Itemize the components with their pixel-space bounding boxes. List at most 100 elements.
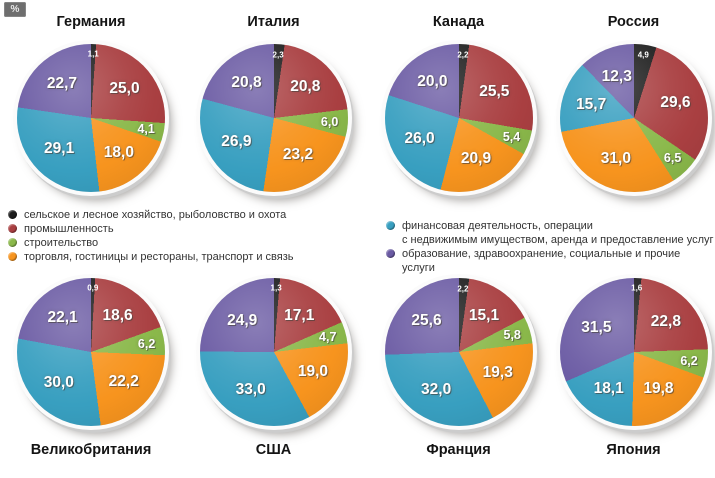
legend-bullet-icon xyxy=(8,224,17,233)
chart-title: Япония xyxy=(606,442,661,458)
slice-value-label: 26,9 xyxy=(221,133,252,151)
pie-wrap: 2,3 20,8 6,0 23,2 26,9 20,8 xyxy=(199,44,348,192)
pie-wrap: 1,3 17,1 4,7 19,0 33,0 24,9 xyxy=(199,278,348,426)
slice-value-label: 29,1 xyxy=(44,139,75,157)
slice-value-label: 15,7 xyxy=(576,95,607,113)
legend-bullet-icon xyxy=(8,238,17,247)
legend-bullet-icon xyxy=(386,249,395,258)
legend-right-column: финансовая деятельность, операции с недв… xyxy=(386,219,715,275)
pie-chart: Италия 2,3 20,8 6,0 23,2 26,9 20,8 xyxy=(182,10,365,192)
slice-value-label: 1,1 xyxy=(87,49,99,59)
slice-value-label: 31,5 xyxy=(581,318,612,336)
slice-value-label: 5,8 xyxy=(503,328,521,343)
slice-value-label: 33,0 xyxy=(235,381,266,399)
pie-graphic: 2,2 15,1 5,8 19,3 32,0 25,6 xyxy=(384,278,533,426)
chart-title: Россия xyxy=(607,14,660,30)
slice-value-label: 20,0 xyxy=(417,73,448,91)
pie-graphic: 4,9 29,6 6,5 31,0 15,7 12,3 xyxy=(559,44,708,192)
slice-value-label: 25,6 xyxy=(411,312,442,330)
slice-value-label: 18,6 xyxy=(102,307,133,325)
slice-value-label: 1,6 xyxy=(631,283,643,293)
slice-value-label: 0,9 xyxy=(87,283,99,293)
pie-graphic: 0,9 18,6 6,2 22,2 30,0 22,1 xyxy=(17,278,165,426)
slice-value-label: 19,0 xyxy=(297,363,329,381)
pie-wrap: 1,6 22,8 6,2 19,8 18,1 31,5 xyxy=(559,278,708,426)
chart-title: Великобритания xyxy=(30,442,152,458)
pie-chart: Канада 2,2 25,5 5,4 20,9 26,0 20,0 xyxy=(365,10,552,192)
pie-graphic: 1,6 22,8 6,2 19,8 18,1 31,5 xyxy=(559,278,708,426)
pie-chart: Россия 4,9 29,6 6,5 31,0 15,7 12,3 xyxy=(552,10,715,192)
slice-value-label: 12,3 xyxy=(601,67,632,85)
slice-value-label: 1,3 xyxy=(270,283,282,293)
legend-label: торговля, гостиницы и рестораны, транспо… xyxy=(24,251,294,263)
slice-value-label: 29,6 xyxy=(660,94,691,112)
pie-wrap: 2,2 25,5 5,4 20,9 26,0 20,0 xyxy=(384,44,533,192)
slice-value-label: 22,2 xyxy=(108,372,139,390)
slice-value-label: 4,7 xyxy=(319,330,337,345)
slice-value-label: 22,1 xyxy=(47,308,78,326)
slice-value-label: 4,9 xyxy=(637,50,649,60)
pie-wrap: 4,9 29,6 6,5 31,0 15,7 12,3 xyxy=(559,44,708,192)
legend: сельское и лесное хозяйство, рыболовство… xyxy=(0,206,715,275)
legend-item: финансовая деятельность, операции с недв… xyxy=(386,219,715,247)
chart-title: Канада xyxy=(432,14,485,30)
legend-label: образование, здравоохранение, социальные… xyxy=(402,248,681,274)
top-chart-row: Германия 1,1 25,0 4,1 18,0 29,1 22,7 Италия 2… xyxy=(0,10,715,192)
slice-value-label: 18,0 xyxy=(103,143,134,161)
pie-wrap: 1,1 25,0 4,1 18,0 29,1 22,7 xyxy=(17,44,165,192)
pie-chart: Великобритания 0,9 18,6 6,2 22,2 30,0 22,1 xyxy=(0,276,182,458)
slice-value-label: 18,1 xyxy=(593,379,624,397)
slice-value-label: 32,0 xyxy=(421,381,452,399)
slice-value-label: 22,7 xyxy=(46,75,78,93)
chart-title: Германия xyxy=(56,14,126,30)
pie-graphic: 1,1 25,0 4,1 18,0 29,1 22,7 xyxy=(17,44,165,192)
pie-wrap: 0,9 18,6 6,2 22,2 30,0 22,1 xyxy=(17,278,165,426)
slice-value-label: 2,3 xyxy=(272,50,284,60)
chart-title: США xyxy=(255,442,292,458)
slice-value-label: 23,2 xyxy=(282,146,314,164)
slice-value-label: 26,0 xyxy=(404,130,435,148)
pie-graphic: 2,2 25,5 5,4 20,9 26,0 20,0 xyxy=(384,44,533,192)
legend-left-column: сельское и лесное хозяйство, рыболовство… xyxy=(8,208,294,264)
pie-wrap: 2,2 15,1 5,8 19,3 32,0 25,6 xyxy=(384,278,533,426)
slice-value-label: 25,5 xyxy=(479,82,510,100)
pie-chart: Япония 1,6 22,8 6,2 19,8 18,1 31,5 xyxy=(552,276,715,458)
slice-value-label: 25,0 xyxy=(109,79,140,97)
legend-bullet-icon xyxy=(8,252,17,261)
pie-chart: Франция 2,2 15,1 5,8 19,3 32,0 25,6 xyxy=(365,276,552,458)
pie-chart: США 1,3 17,1 4,7 19,0 33,0 24,9 xyxy=(182,276,365,458)
slice-value-label: 6,5 xyxy=(663,151,682,166)
pie-chart: Германия 1,1 25,0 4,1 18,0 29,1 22,7 xyxy=(0,10,182,192)
slice-value-label: 22,8 xyxy=(650,312,681,330)
slice-value-label: 24,9 xyxy=(227,311,258,329)
legend-item: строительство xyxy=(8,236,294,250)
legend-item: сельское и лесное хозяйство, рыболовство… xyxy=(8,208,294,222)
slice-value-label: 6,2 xyxy=(680,353,698,368)
legend-item: промышленность xyxy=(8,222,294,236)
legend-bullet-icon xyxy=(386,221,395,230)
legend-item: торговля, гостиницы и рестораны, транспо… xyxy=(8,250,294,264)
slice-value-label: 5,4 xyxy=(502,129,521,144)
legend-item: образование, здравоохранение, социальные… xyxy=(386,247,715,275)
pie-graphic: 1,3 17,1 4,7 19,0 33,0 24,9 xyxy=(199,278,348,426)
percent-unit-badge: % xyxy=(4,2,26,17)
slice-value-label: 2,2 xyxy=(457,284,469,293)
chart-title: Франция xyxy=(426,442,491,458)
legend-bullet-icon xyxy=(8,210,17,219)
slice-value-label: 20,8 xyxy=(231,73,262,91)
slice-value-label: 15,1 xyxy=(468,306,500,324)
legend-label: сельское и лесное хозяйство, рыболовство… xyxy=(24,209,287,221)
slice-value-label: 2,2 xyxy=(457,50,469,59)
legend-label: промышленность xyxy=(24,223,114,235)
slice-value-label: 6,2 xyxy=(137,336,156,351)
slice-value-label: 20,9 xyxy=(460,149,492,167)
slice-value-label: 6,0 xyxy=(320,114,339,129)
slice-value-label: 19,3 xyxy=(482,363,513,381)
slice-value-label: 30,0 xyxy=(43,373,74,391)
slice-value-label: 4,1 xyxy=(137,122,155,137)
pie-graphic: 2,3 20,8 6,0 23,2 26,9 20,8 xyxy=(199,44,348,192)
legend-label: строительство xyxy=(24,237,99,249)
slice-value-label: 19,8 xyxy=(643,379,674,397)
slice-value-label: 20,8 xyxy=(290,78,321,95)
slice-value-label: 31,0 xyxy=(600,149,631,167)
